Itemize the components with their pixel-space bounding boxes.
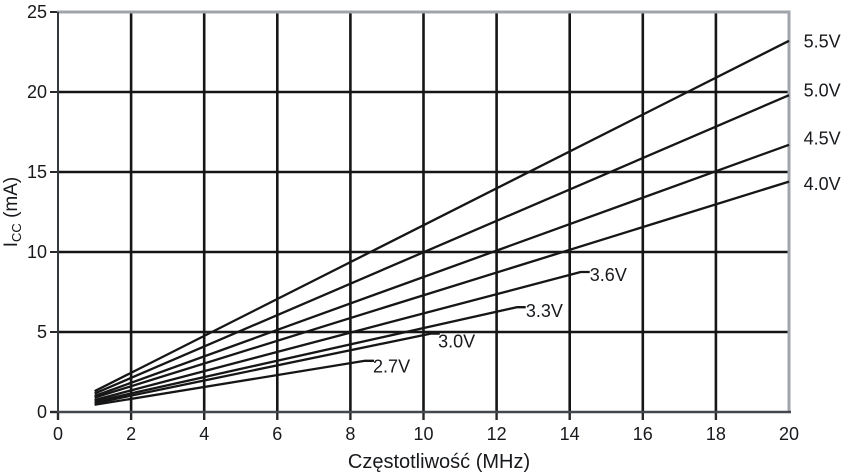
x-tick-label: 6 xyxy=(272,424,282,444)
x-tick-label: 10 xyxy=(413,424,433,444)
x-tick-label: 8 xyxy=(345,424,355,444)
series-label-3.6V: 3.6V xyxy=(590,265,627,285)
x-tick-label: 2 xyxy=(126,424,136,444)
series-label-3.3V: 3.3V xyxy=(526,301,563,321)
x-tick-label: 20 xyxy=(779,424,799,444)
y-tick-label: 10 xyxy=(27,242,47,262)
series-line-3.3V xyxy=(94,306,526,403)
y-tick-label: 15 xyxy=(27,162,47,182)
series-label-4.5V: 4.5V xyxy=(804,128,841,148)
series-line-3.6V xyxy=(94,270,590,402)
y-tick-label: 20 xyxy=(27,82,47,102)
series-line-5.0V xyxy=(94,94,790,395)
series-line-3.0V xyxy=(94,332,440,405)
y-axis-title: ICC (mA) xyxy=(1,177,24,248)
x-tick-label: 16 xyxy=(633,424,653,444)
x-tick-label: 12 xyxy=(487,424,507,444)
y-tick-label: 25 xyxy=(27,2,47,22)
x-tick-label: 0 xyxy=(53,424,63,444)
series-line-2.7V xyxy=(94,359,374,406)
series-label-5.0V: 5.0V xyxy=(804,80,841,100)
series-line-5.5V xyxy=(94,39,790,393)
series-label-5.5V: 5.5V xyxy=(804,32,841,52)
series-label-3.0V: 3.0V xyxy=(438,332,475,352)
x-tick-label: 14 xyxy=(560,424,580,444)
x-tick-label: 18 xyxy=(706,424,726,444)
x-tick-label: 4 xyxy=(199,424,209,444)
series-line-4.5V xyxy=(94,143,790,398)
series-label-4.0V: 4.0V xyxy=(804,174,841,194)
series-line-4.0V xyxy=(94,180,790,399)
y-tick-label: 0 xyxy=(37,402,47,422)
x-axis-title: Częstotliwość (MHz) xyxy=(348,451,530,473)
y-tick-label: 5 xyxy=(37,322,47,342)
series-label-2.7V: 2.7V xyxy=(373,356,410,376)
